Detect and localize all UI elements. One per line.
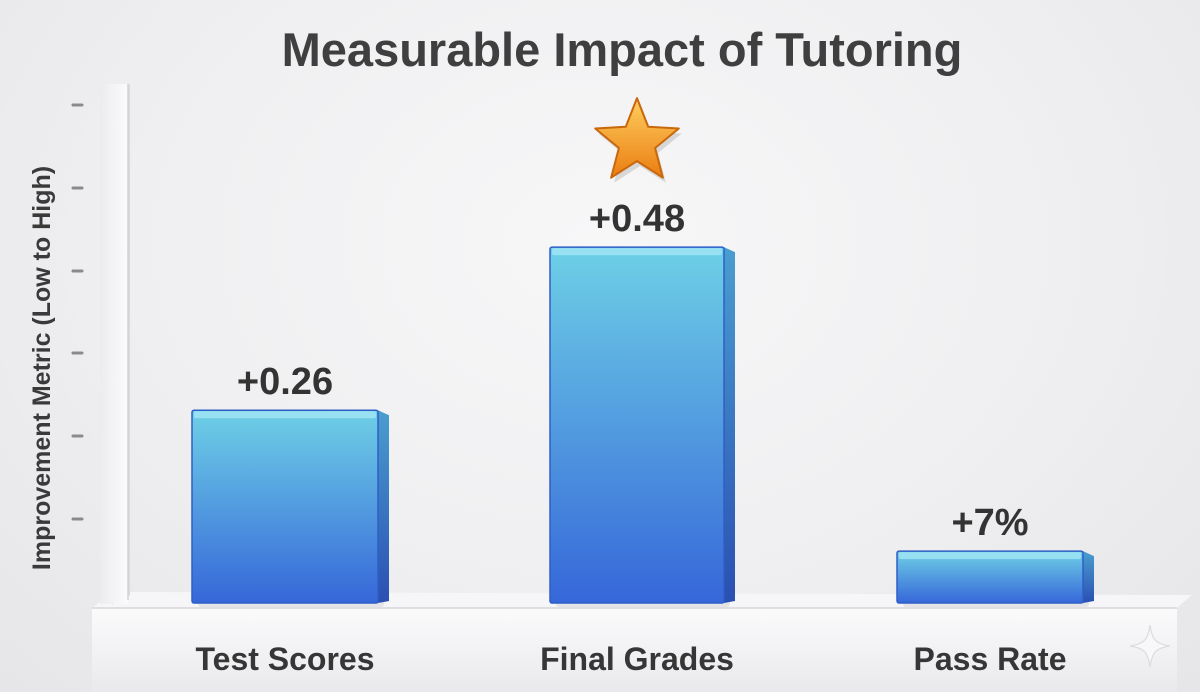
category-label: Final Grades: [540, 641, 734, 677]
category-label: Pass Rate: [914, 641, 1067, 677]
bar-front: [191, 409, 379, 604]
sparkle-icon: [1129, 624, 1171, 668]
y-axis-label: Improvement Metric (Low to High): [28, 166, 56, 570]
bar-pass-rate: [896, 550, 1094, 607]
bar-front: [549, 246, 725, 604]
bar-cap: [194, 411, 376, 419]
category-label: Test Scores: [195, 641, 374, 677]
value-label: +7%: [951, 502, 1028, 544]
bars: [191, 246, 1094, 607]
value-labels: +0.26 +0.48 +7%: [237, 198, 1029, 544]
bar-side: [1083, 551, 1094, 603]
base-platform: [92, 592, 1192, 692]
y-axis-ticks: [71, 103, 84, 521]
chart-title: Measurable Impact of Tutoring: [282, 23, 963, 76]
bar-side: [378, 410, 389, 603]
bar-final-grades: [549, 246, 735, 607]
star-icon: [594, 97, 682, 183]
highlight-layer: [594, 97, 682, 183]
y-axis: [71, 84, 130, 605]
value-label: +0.26: [237, 361, 333, 403]
bar-test-scores: [191, 409, 389, 607]
value-label: +0.48: [589, 198, 685, 240]
bar-side: [724, 247, 735, 603]
category-labels: Test Scores Final Grades Pass Rate: [195, 641, 1066, 677]
bar-cap: [899, 552, 1081, 560]
bar-cap: [552, 248, 722, 256]
bar-front: [896, 550, 1084, 604]
